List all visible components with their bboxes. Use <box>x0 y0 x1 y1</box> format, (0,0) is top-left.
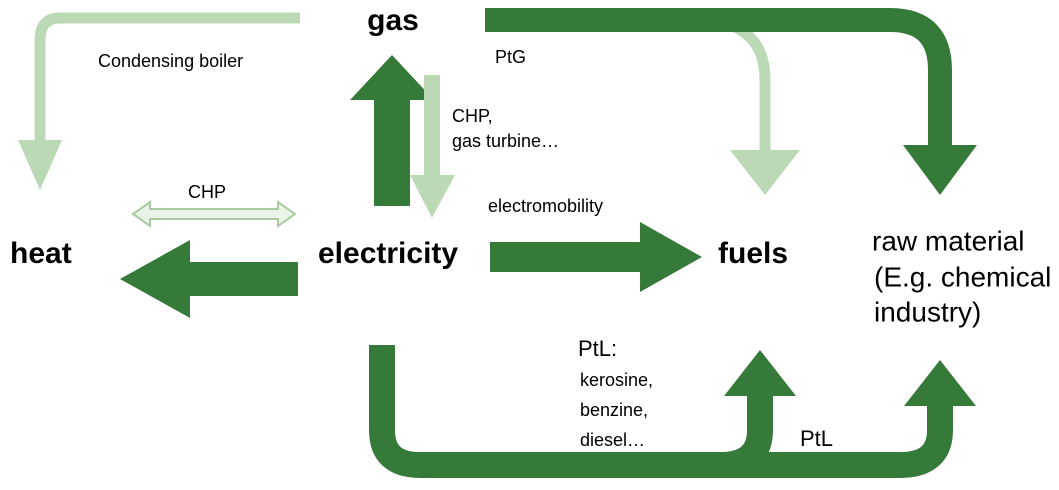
arrow-ptl-raw <box>700 405 953 478</box>
arrow-ptl-fuels <box>369 345 773 478</box>
edge-label: CHP <box>188 182 226 202</box>
edge-label: PtL <box>800 426 833 451</box>
edge-label: electromobility <box>488 196 603 216</box>
edge-labels: Condensing boiler PtG CHP, gas turbine… … <box>98 47 833 451</box>
node-label: fuels <box>718 237 788 270</box>
edge-label: kerosine, <box>580 370 653 390</box>
arrow-head <box>730 150 800 195</box>
edge-label: PtL: <box>578 336 617 361</box>
arrow-ptg <box>374 98 410 206</box>
arrow-head <box>350 55 434 100</box>
edge-label: CHP, <box>452 106 493 126</box>
arrow-head <box>410 175 455 218</box>
arrow-chp-gas-turbine <box>424 75 440 177</box>
arrow-head <box>904 360 976 406</box>
arrow-gas-raw <box>485 8 952 145</box>
arrow-gas-fuels <box>699 14 771 150</box>
arrow-head <box>903 145 977 195</box>
node-label: heat <box>10 237 72 270</box>
arrow-head <box>18 140 62 190</box>
edge-label: gas turbine… <box>452 131 559 151</box>
arrow-electromobility <box>490 222 702 292</box>
node-note: (E.g. chemical <box>874 261 1051 292</box>
edge-label: PtG <box>495 47 526 67</box>
arrow-heat <box>120 240 298 318</box>
arrows <box>18 8 977 478</box>
nodes: gas heat electricity fuels raw material … <box>10 4 1051 327</box>
edge-label: benzine, <box>580 400 648 420</box>
edge-label: Condensing boiler <box>98 51 243 71</box>
node-note: industry) <box>874 296 981 327</box>
node-label: gas <box>367 4 419 37</box>
node-label: electricity <box>318 237 458 270</box>
arrow-condensing-boiler <box>34 12 300 140</box>
arrow-head <box>724 350 796 396</box>
arrow-chp <box>131 200 297 228</box>
edge-label: diesel… <box>580 430 645 450</box>
node-label: raw material <box>872 225 1024 256</box>
